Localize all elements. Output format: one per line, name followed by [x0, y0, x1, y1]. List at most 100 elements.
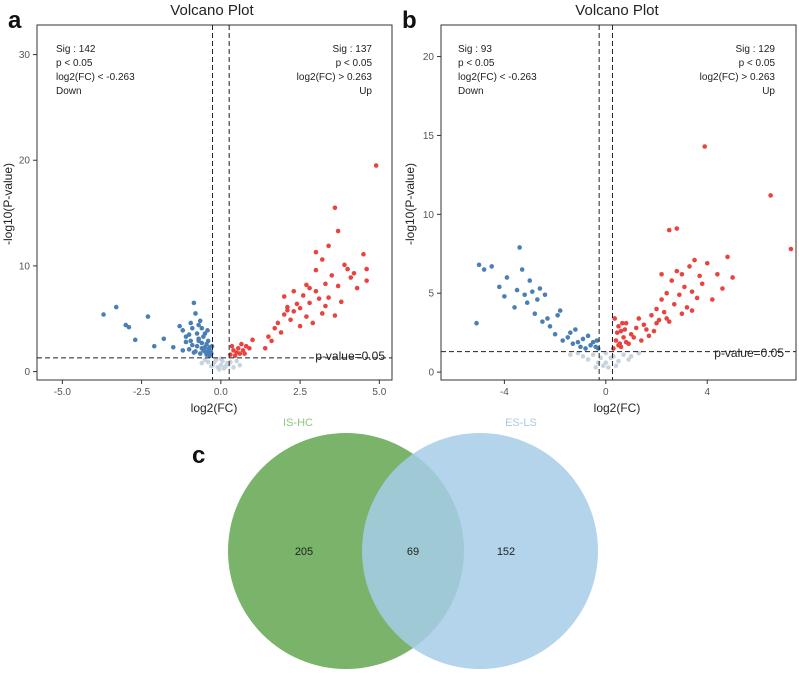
plot-title-b: Volcano Plot: [575, 2, 659, 19]
point-ns: [621, 352, 626, 358]
point-up: [239, 341, 244, 347]
point-up: [304, 282, 309, 288]
point-down: [568, 330, 573, 335]
point-up: [671, 301, 677, 307]
point-up: [679, 311, 685, 317]
point-down: [194, 343, 200, 349]
point-down: [190, 342, 195, 348]
down-fc-a: log2(FC) < -0.263: [56, 72, 135, 83]
point-up: [654, 306, 659, 312]
point-up: [310, 320, 316, 326]
point-up: [616, 324, 621, 329]
point-up: [361, 251, 366, 257]
point-ns: [202, 357, 208, 363]
point-up: [313, 267, 319, 273]
point-up: [348, 275, 354, 280]
point-up: [689, 289, 695, 294]
point-up: [664, 316, 669, 321]
point-ns: [218, 362, 224, 368]
venn-set-label-es-ls: ES-LS: [505, 417, 537, 429]
x-tick-label: 0.0: [214, 387, 228, 398]
down-sig-b: Sig : 93: [458, 44, 492, 55]
y-tick-label: 20: [423, 52, 435, 63]
point-up: [237, 351, 243, 356]
point-down: [517, 245, 522, 250]
up-p-a: p < 0.05: [336, 58, 373, 69]
point-up: [332, 205, 338, 211]
point-up: [285, 307, 290, 313]
up-annotation-b: Sig : 129 p < 0.05 log2(FC) > 0.263 Up: [700, 44, 776, 97]
down-label-a: Down: [56, 86, 82, 97]
down-annotation-b: Sig : 93 p < 0.05 log2(FC) < -0.263 Down: [458, 44, 537, 97]
point-up: [291, 309, 297, 314]
point-up: [636, 316, 642, 321]
down-p-a: p < 0.05: [56, 58, 93, 69]
point-up: [229, 343, 235, 349]
point-up: [659, 271, 664, 277]
point-up: [297, 323, 303, 329]
point-down: [188, 338, 194, 344]
point-up: [304, 314, 309, 319]
point-down: [585, 333, 591, 339]
x-tick-label: -5.0: [54, 387, 72, 398]
point-up: [628, 331, 634, 337]
point-ns: [216, 367, 222, 372]
x-tick-label: -2.5: [133, 387, 151, 398]
point-up: [669, 278, 675, 283]
point-up: [288, 317, 293, 323]
point-up: [699, 281, 705, 287]
point-up: [715, 271, 720, 277]
down-sig-a: Sig : 142: [56, 44, 96, 55]
pvalue-label-a: p-value=0.05: [315, 349, 385, 363]
point-down: [547, 324, 553, 329]
point-down: [177, 323, 182, 329]
point-ns: [590, 352, 596, 358]
x-axis-label-b: log2(FC): [594, 401, 641, 415]
point-up: [300, 293, 306, 298]
point-up: [623, 339, 629, 345]
point-up: [335, 283, 341, 289]
y-axis-label-b: -log10(P-value): [403, 163, 417, 245]
point-down: [205, 328, 210, 333]
point-up: [278, 330, 284, 335]
point-up: [687, 264, 692, 269]
point-down: [532, 311, 538, 317]
point-up: [313, 288, 319, 294]
point-up: [768, 193, 773, 198]
point-down: [161, 336, 167, 342]
point-down: [186, 347, 192, 352]
point-down: [151, 343, 157, 349]
point-up: [338, 299, 344, 305]
point-up: [730, 275, 735, 280]
point-up: [307, 300, 312, 306]
x-tick-label: 5.0: [372, 387, 386, 398]
point-ns: [213, 357, 219, 363]
point-down: [205, 338, 211, 344]
y-tick-label: 10: [19, 261, 31, 272]
y-tick-label: 30: [19, 50, 31, 61]
point-up: [262, 346, 268, 351]
point-up: [646, 333, 652, 339]
point-up: [697, 273, 702, 279]
volcano-plot-b: b Volcano Plot -4 0 4 0 5 10 15 20 Sig : 93 p <…: [402, 2, 797, 415]
point-up: [364, 266, 369, 272]
point-down: [145, 314, 151, 319]
point-down: [583, 346, 588, 351]
point-up: [664, 290, 669, 296]
point-down: [194, 331, 200, 336]
point-down: [578, 344, 583, 350]
ticks-a: -5.0 -2.5 0.0 2.5 5.0 0 10 20 30: [19, 50, 387, 398]
point-down: [504, 275, 510, 280]
point-down: [132, 337, 138, 343]
point-down: [570, 341, 576, 347]
point-up: [332, 313, 338, 318]
point-down: [113, 304, 119, 310]
point-ns: [199, 360, 205, 366]
point-ns: [231, 365, 236, 370]
down-label-b: Down: [458, 86, 484, 97]
point-up: [335, 228, 341, 234]
point-up: [649, 313, 654, 318]
point-up: [613, 338, 619, 343]
point-ns: [613, 363, 619, 369]
point-up: [710, 297, 715, 302]
